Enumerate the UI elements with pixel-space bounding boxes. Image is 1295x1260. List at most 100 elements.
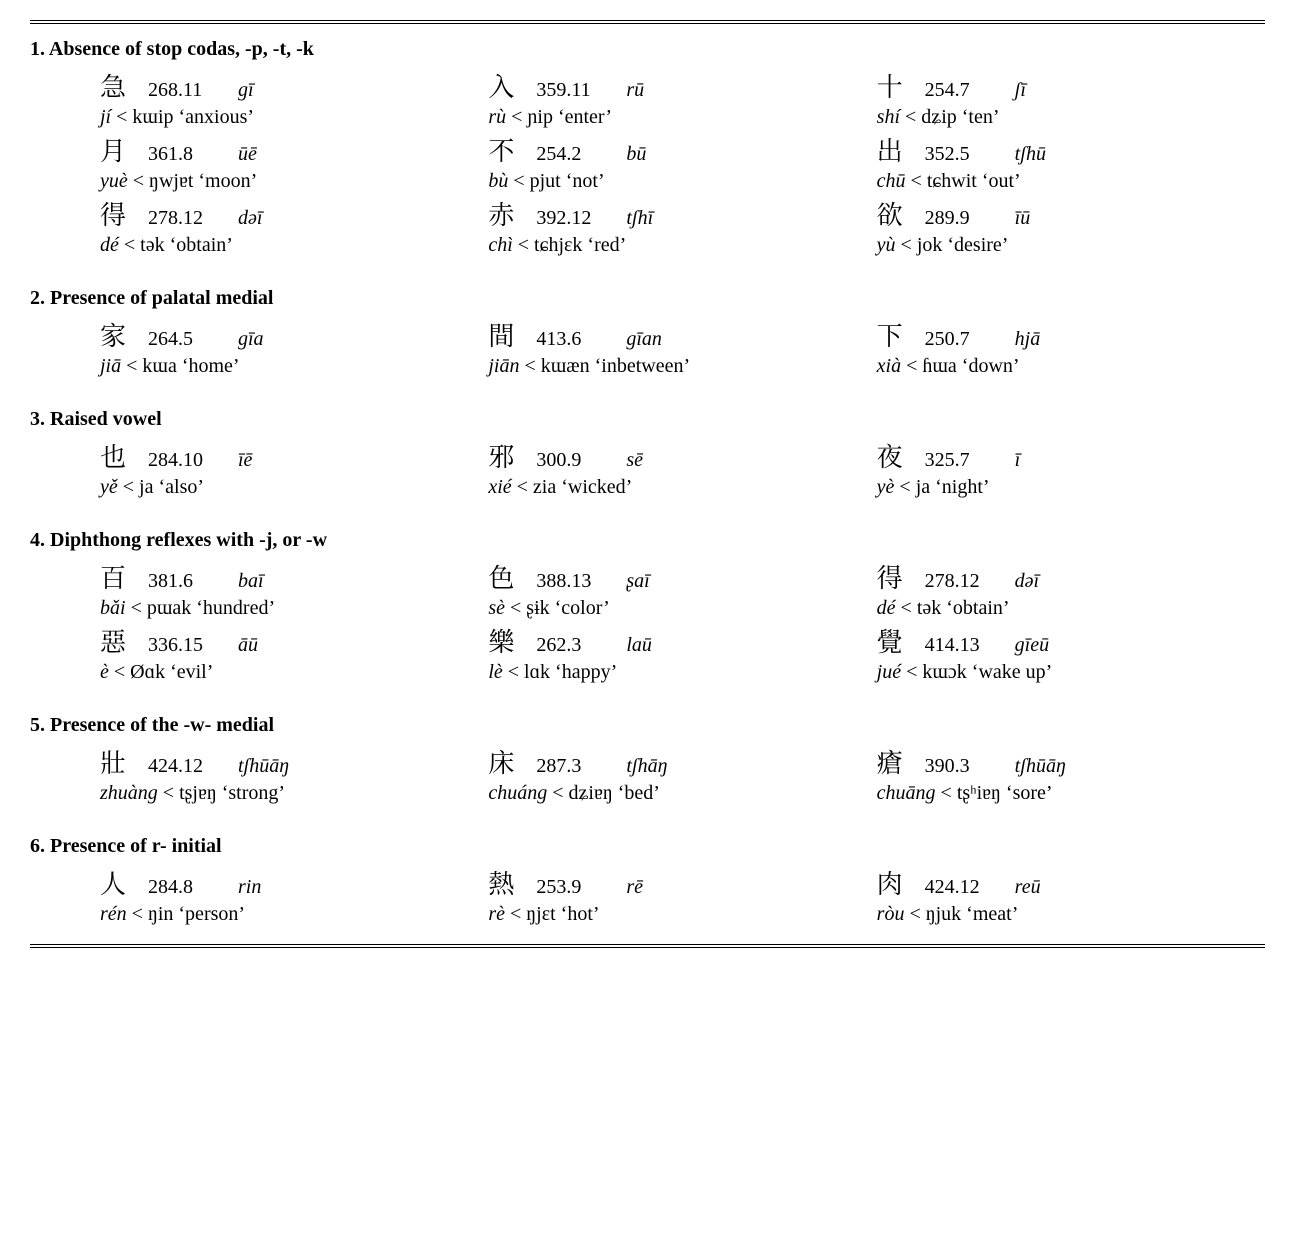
etymology: < ɲip ‘enter’ (506, 106, 612, 128)
transliteration: ī (1015, 449, 1021, 472)
entry-cell: 樂 262.3 laū lè < lɑk ‘happy’ (488, 622, 876, 686)
pinyin: jiā (100, 355, 121, 377)
hanzi: 赤 (488, 195, 518, 232)
entry-cell: 出 352.5 tʃhū chū < tɕhwit ‘out’ (877, 131, 1265, 195)
entry-cell: 得 278.12 dəī dé < tək ‘obtain’ (100, 195, 488, 259)
hanzi: 欲 (877, 195, 907, 232)
transliteration: dəī (238, 207, 262, 230)
section-6-row-1: 人 284.8 rin rén < ŋin ‘person’ 熱 253.9 r… (100, 864, 1265, 928)
entry-cell: 瘡 390.3 tʃhūāŋ chuāng < tʂʰiɐŋ ‘sore’ (877, 743, 1265, 807)
pinyin: yě (100, 476, 118, 498)
pinyin: lè (488, 661, 502, 683)
section-3-row-1: 也 284.10 īē yě < ja ‘also’ 邪 300.9 sē xi… (100, 437, 1265, 501)
etymology: < ɦɯa ‘down’ (901, 355, 1019, 377)
reference-number: 278.12 (925, 570, 997, 593)
etymology: < jok ‘desire’ (896, 234, 1009, 256)
entry-cell: 也 284.10 īē yě < ja ‘also’ (100, 437, 488, 501)
etymology: < tɕhwit ‘out’ (906, 170, 1021, 192)
transliteration: rū (626, 79, 644, 102)
etymology: < zia ‘wicked’ (512, 476, 633, 498)
etymology: < ŋwjɐt ‘moon’ (128, 170, 257, 192)
transliteration: tʃhūāŋ (238, 755, 289, 778)
section-4-row-1: 百 381.6 baī bǎi < pɯak ‘hundred’ 色 388.1… (100, 558, 1265, 622)
pinyin: rén (100, 903, 127, 925)
entry-cell: 家 264.5 gīa jiā < kɯa ‘home’ (100, 316, 488, 380)
etymology: < tək ‘obtain’ (896, 597, 1010, 619)
section-1-title: 1. Absence of stop codas, -p, -t, -k (30, 38, 1265, 61)
etymology: < tɕhjɛk ‘red’ (513, 234, 627, 256)
hanzi: 入 (488, 67, 518, 104)
section-4-title: 4. Diphthong reflexes with -j, or -w (30, 529, 1265, 552)
transliteration: tʃhī (626, 207, 653, 230)
reference-number: 254.2 (536, 143, 608, 166)
transliteration: laū (626, 634, 652, 657)
entry-cell: 床 287.3 tʃhāŋ chuáng < dʑiɐŋ ‘bed’ (488, 743, 876, 807)
hanzi: 出 (877, 131, 907, 168)
section-4-row-2: 惡 336.15 āū è < Øɑk ‘evil’ 樂 262.3 laū l… (100, 622, 1265, 686)
reference-number: 336.15 (148, 634, 220, 657)
main-frame: 1. Absence of stop codas, -p, -t, -k 急 2… (30, 20, 1265, 948)
pinyin: chuāng (877, 782, 936, 804)
transliteration: ūē (238, 143, 257, 166)
section-4: 4. Diphthong reflexes with -j, or -w 百 3… (30, 529, 1265, 686)
entry-cell: 不 254.2 bū bù < pjut ‘not’ (488, 131, 876, 195)
hanzi: 人 (100, 864, 130, 901)
transliteration: gīa (238, 328, 264, 351)
transliteration: ʂaī (626, 570, 649, 593)
hanzi: 下 (877, 316, 907, 353)
section-6-title: 6. Presence of r- initial (30, 835, 1265, 858)
hanzi: 得 (877, 558, 907, 595)
section-3: 3. Raised vowel 也 284.10 īē yě < ja ‘als… (30, 408, 1265, 501)
hanzi: 壯 (100, 743, 130, 780)
etymology: < dʑiɐŋ ‘bed’ (547, 782, 660, 804)
etymology: < kɯa ‘home’ (121, 355, 239, 377)
pinyin: sè (488, 597, 505, 619)
transliteration: baī (238, 570, 264, 593)
pinyin: bù (488, 170, 508, 192)
entry-cell: 百 381.6 baī bǎi < pɯak ‘hundred’ (100, 558, 488, 622)
section-1-row-2: 月 361.8 ūē yuè < ŋwjɐt ‘moon’ 不 254.2 bū… (100, 131, 1265, 195)
reference-number: 268.11 (148, 79, 220, 102)
reference-number: 424.12 (925, 876, 997, 899)
pinyin: chuáng (488, 782, 547, 804)
pinyin: yù (877, 234, 896, 256)
section-2: 2. Presence of palatal medial 家 264.5 gī… (30, 287, 1265, 380)
hanzi: 惡 (100, 622, 130, 659)
entry-cell: 急 268.11 gī jí < kɯip ‘anxious’ (100, 67, 488, 131)
hanzi: 樂 (488, 622, 518, 659)
reference-number: 300.9 (536, 449, 608, 472)
hanzi: 瘡 (877, 743, 907, 780)
entry-cell: 欲 289.9 īū yù < jok ‘desire’ (877, 195, 1265, 259)
pinyin: jí (100, 106, 111, 128)
reference-number: 289.9 (925, 207, 997, 230)
reference-number: 381.6 (148, 570, 220, 593)
section-1-row-1: 急 268.11 gī jí < kɯip ‘anxious’ 入 359.11… (100, 67, 1265, 131)
reference-number: 262.3 (536, 634, 608, 657)
section-3-title: 3. Raised vowel (30, 408, 1265, 431)
hanzi: 熱 (488, 864, 518, 901)
pinyin: jué (877, 661, 901, 683)
etymology: < ʂɨk ‘color’ (505, 597, 610, 619)
pinyin: xié (488, 476, 511, 498)
transliteration: sē (626, 449, 643, 472)
pinyin: jiān (488, 355, 519, 377)
pinyin: è (100, 661, 109, 683)
hanzi: 十 (877, 67, 907, 104)
pinyin: ròu (877, 903, 905, 925)
hanzi: 月 (100, 131, 130, 168)
entry-cell: 惡 336.15 āū è < Øɑk ‘evil’ (100, 622, 488, 686)
pinyin: zhuàng (100, 782, 158, 804)
entry-cell: 下 250.7 hjā xià < ɦɯa ‘down’ (877, 316, 1265, 380)
section-5-row-1: 壯 424.12 tʃhūāŋ zhuàng < tʂjɐŋ ‘strong’ … (100, 743, 1265, 807)
hanzi: 百 (100, 558, 130, 595)
hanzi: 也 (100, 437, 130, 474)
reference-number: 284.8 (148, 876, 220, 899)
etymology: < kɯip ‘anxious’ (111, 106, 254, 128)
entry-cell: 間 413.6 gīan jiān < kɯæn ‘inbetween’ (488, 316, 876, 380)
etymology: < tək ‘obtain’ (119, 234, 233, 256)
entry-cell: 夜 325.7 ī yè < ja ‘night’ (877, 437, 1265, 501)
reference-number: 253.9 (536, 876, 608, 899)
entry-cell: 十 254.7 ʃī shí < dʑip ‘ten’ (877, 67, 1265, 131)
section-6: 6. Presence of r- initial 人 284.8 rin ré… (30, 835, 1265, 928)
transliteration: reū (1015, 876, 1041, 899)
